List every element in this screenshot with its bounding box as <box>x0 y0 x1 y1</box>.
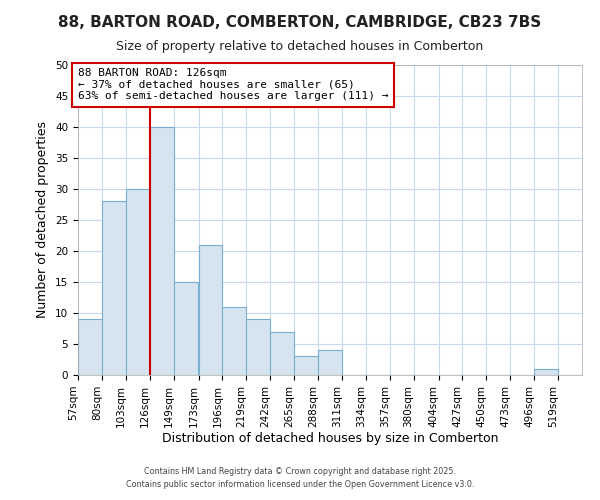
Bar <box>247 319 270 375</box>
Text: Size of property relative to detached houses in Comberton: Size of property relative to detached ho… <box>116 40 484 53</box>
Bar <box>199 245 223 375</box>
Y-axis label: Number of detached properties: Number of detached properties <box>37 122 49 318</box>
Bar <box>150 127 173 375</box>
Bar <box>270 332 294 375</box>
Bar <box>78 319 102 375</box>
Text: Contains HM Land Registry data © Crown copyright and database right 2025.
Contai: Contains HM Land Registry data © Crown c… <box>126 468 474 489</box>
Text: 88 BARTON ROAD: 126sqm
← 37% of detached houses are smaller (65)
63% of semi-det: 88 BARTON ROAD: 126sqm ← 37% of detached… <box>78 68 389 102</box>
Bar <box>173 282 197 375</box>
X-axis label: Distribution of detached houses by size in Comberton: Distribution of detached houses by size … <box>162 432 498 446</box>
Bar <box>318 350 342 375</box>
Bar <box>102 202 126 375</box>
Bar <box>223 307 247 375</box>
Bar <box>126 189 150 375</box>
Bar <box>534 369 558 375</box>
Bar <box>294 356 318 375</box>
Text: 88, BARTON ROAD, COMBERTON, CAMBRIDGE, CB23 7BS: 88, BARTON ROAD, COMBERTON, CAMBRIDGE, C… <box>58 15 542 30</box>
